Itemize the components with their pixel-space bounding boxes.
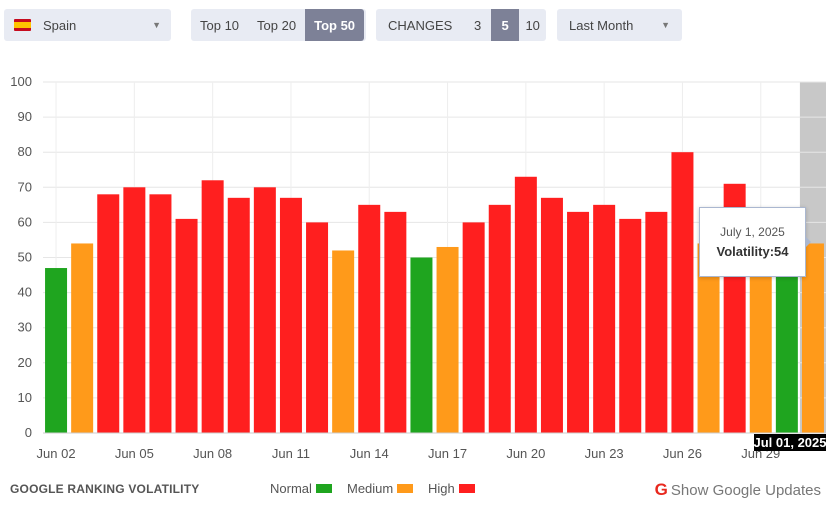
y-tick-label: 0: [25, 425, 32, 440]
changes-label: CHANGES: [388, 17, 453, 33]
volatility-chart: 0 10 20 30 40 50 60 70 80 90 100 Jun 02 Jun 05 Jun 08…: [10, 74, 827, 460]
chart-footer-title: GOOGLE RANKING VOLATILITY: [10, 482, 200, 496]
y-tick-label: 60: [18, 214, 32, 229]
bar: [801, 243, 824, 433]
bar: [123, 187, 146, 433]
country-label: Spain: [43, 17, 77, 33]
bar: [593, 204, 616, 433]
legend-normal[interactable]: Normal: [270, 481, 332, 496]
legend-high-swatch: [458, 484, 475, 493]
legend-normal-swatch: [315, 484, 332, 493]
tooltip-value: Volatility:54: [716, 244, 789, 259]
bar: [645, 211, 668, 433]
bar: [410, 257, 433, 433]
show-google-updates-label: Show Google Updates: [670, 481, 821, 499]
bar: [227, 197, 250, 433]
legend-medium[interactable]: Medium: [347, 481, 414, 496]
highlighted-date-label: Jul 01, 2025: [754, 435, 827, 450]
bar: [514, 176, 537, 433]
legend-medium-swatch: [397, 484, 414, 493]
y-tick-label: 30: [18, 320, 32, 335]
country-select[interactable]: Spain ▼: [4, 9, 171, 41]
changes-5-button[interactable]: 5: [490, 9, 520, 41]
bar: [253, 187, 276, 433]
x-tick-label: Jun 17: [428, 446, 467, 460]
chevron-down-icon: ▼: [661, 20, 670, 30]
bar: [175, 218, 198, 433]
changes-toggle: CHANGES 3 5 10: [376, 9, 546, 41]
period-select[interactable]: Last Month ▼: [557, 9, 682, 41]
top-20-button[interactable]: Top 20: [257, 17, 297, 33]
x-tick-label: Jun 23: [585, 446, 624, 460]
bar: [45, 268, 68, 433]
x-tick-label: Jun 02: [37, 446, 76, 460]
y-tick-label: 90: [18, 109, 32, 124]
chart-tooltip: July 1, 2025 Volatility:54: [699, 207, 811, 277]
bar: [462, 222, 485, 433]
x-tick-label: Jun 26: [663, 446, 702, 460]
bar: [619, 218, 642, 433]
bar: [97, 194, 120, 433]
x-tick-label: Jun 08: [193, 446, 232, 460]
y-tick-label: 80: [18, 144, 32, 159]
period-label: Last Month: [569, 17, 634, 33]
bar: [567, 211, 590, 433]
changes-3-button[interactable]: 3: [473, 17, 482, 33]
tooltip-arrow: [805, 236, 811, 248]
legend-high-label: High: [428, 481, 455, 496]
spain-flag-icon: [14, 19, 31, 31]
y-tick-label: 100: [10, 74, 32, 89]
y-tick-label: 10: [18, 390, 32, 405]
y-tick-label: 40: [18, 285, 32, 300]
bar: [149, 194, 172, 433]
bar: [749, 243, 772, 433]
x-tick-label: Jun 20: [506, 446, 545, 460]
top-n-toggle: Top 10 Top 20 Top 50: [191, 9, 366, 41]
changes-10-button[interactable]: 10: [525, 17, 540, 33]
legend-high[interactable]: High: [428, 481, 475, 496]
bar: [384, 211, 407, 433]
y-tick-label: 20: [18, 355, 32, 370]
bar: [201, 180, 224, 433]
highlighted-date-box: [754, 434, 826, 451]
bar: [306, 222, 329, 433]
bar: [540, 197, 563, 433]
x-tick-label: Jun 14: [350, 446, 389, 460]
bar: [279, 197, 302, 433]
tooltip-date: July 1, 2025: [720, 225, 785, 239]
x-tick-label: Jun 11: [272, 446, 310, 460]
bar: [488, 204, 511, 433]
y-tick-label: 50: [18, 250, 32, 265]
legend-normal-label: Normal: [270, 481, 312, 496]
bar: [775, 243, 798, 433]
top-50-button[interactable]: Top 50: [305, 9, 365, 41]
google-icon: G: [654, 480, 668, 499]
show-google-updates-button[interactable]: G Show Google Updates: [655, 480, 821, 500]
bar: [71, 243, 94, 433]
legend-medium-label: Medium: [347, 481, 394, 496]
bar: [332, 250, 355, 433]
x-tick-label: Jun 05: [115, 446, 154, 460]
bar: [358, 204, 381, 433]
bar: [436, 246, 459, 433]
bar: [671, 152, 694, 433]
chevron-down-icon: ▼: [152, 20, 161, 30]
top-10-button[interactable]: Top 10: [200, 17, 240, 33]
bar: [697, 243, 720, 433]
y-tick-label: 70: [18, 179, 32, 194]
